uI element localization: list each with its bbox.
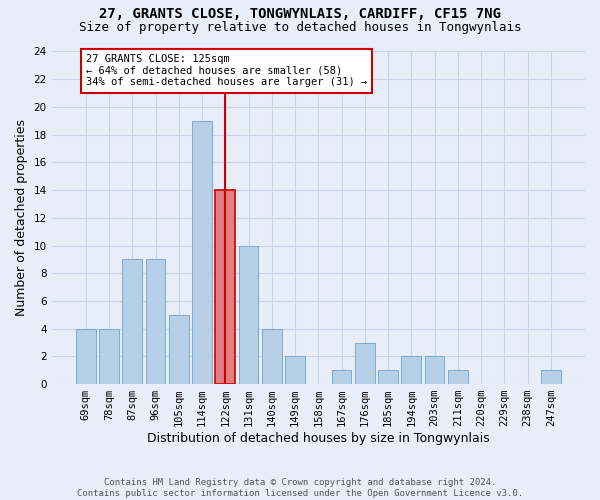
Bar (448, 370, 468, 384)
Bar (285, 356, 305, 384)
Bar (262, 328, 282, 384)
Text: Contains HM Land Registry data © Crown copyright and database right 2024.
Contai: Contains HM Land Registry data © Crown c… (77, 478, 523, 498)
Bar (541, 370, 561, 384)
Bar (355, 342, 375, 384)
X-axis label: Distribution of detached houses by size in Tongwynlais: Distribution of detached houses by size … (147, 432, 490, 445)
Bar (76, 328, 95, 384)
Bar (146, 260, 166, 384)
Bar (401, 356, 421, 384)
Bar (99, 328, 119, 384)
Bar (332, 370, 352, 384)
Bar (425, 356, 445, 384)
Bar (122, 260, 142, 384)
Bar (192, 121, 212, 384)
Bar (239, 246, 259, 384)
Text: 27, GRANTS CLOSE, TONGWYNLAIS, CARDIFF, CF15 7NG: 27, GRANTS CLOSE, TONGWYNLAIS, CARDIFF, … (99, 8, 501, 22)
Y-axis label: Number of detached properties: Number of detached properties (15, 120, 28, 316)
Text: 27 GRANTS CLOSE: 125sqm
← 64% of detached houses are smaller (58)
34% of semi-de: 27 GRANTS CLOSE: 125sqm ← 64% of detache… (86, 54, 367, 88)
Bar (169, 315, 188, 384)
Bar (215, 190, 235, 384)
Bar (378, 370, 398, 384)
Text: Size of property relative to detached houses in Tongwynlais: Size of property relative to detached ho… (79, 22, 521, 35)
